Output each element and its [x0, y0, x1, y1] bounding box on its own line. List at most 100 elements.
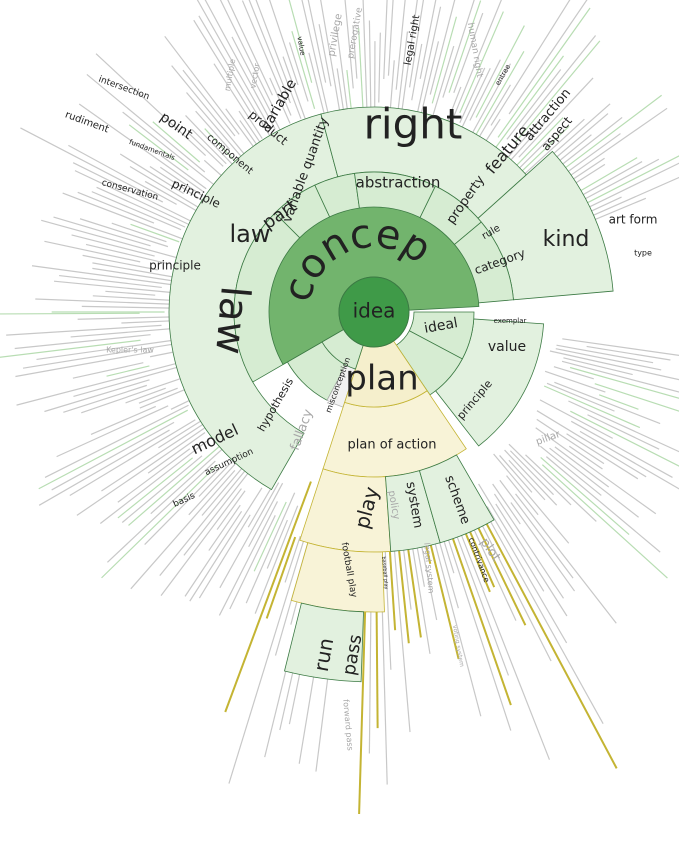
leaf-ray: [78, 103, 205, 193]
leaf-ray: [477, 526, 527, 626]
leaf-ray: [41, 219, 197, 264]
leaf-ray: [117, 448, 191, 503]
ring4-system[interactable]: [385, 470, 441, 552]
leaf-ray: [346, 70, 353, 114]
ring3-rudiment-label: rudiment: [63, 109, 110, 135]
leaf-ray: [458, 67, 491, 134]
ring2-abstraction-label: abstraction: [356, 174, 441, 192]
leaf-ray: [587, 414, 660, 450]
leaf-ray: [514, 40, 601, 143]
ring3-right-label: right: [364, 100, 463, 149]
leaf-ray: [193, 19, 252, 113]
root-label: idea: [353, 299, 396, 323]
leaf-ray: [159, 166, 204, 197]
leaf-ray: [99, 425, 228, 524]
leaf-ray: [570, 410, 679, 467]
leaf-ray: [95, 53, 207, 156]
ring3-kind-label: kind: [543, 227, 590, 252]
leaf-ray: [254, 505, 299, 614]
leaf-ray: [255, 0, 302, 119]
leaf-ray: [540, 456, 630, 536]
leaf-ray: [543, 385, 641, 429]
leaf-ray: [51, 421, 175, 491]
leaf-ray: [152, 121, 201, 163]
ring3-law-label: law: [229, 220, 270, 248]
ring3-fundamentals-label: fundamentals: [128, 138, 176, 162]
ring3-exemplar-label: exemplar: [494, 317, 527, 325]
leaf-ray: [495, 503, 568, 617]
ring3-vector-label: vector: [248, 62, 261, 89]
leaf-ray: [562, 338, 679, 357]
leaf-ray: [160, 154, 207, 190]
leaf-ray: [344, 0, 354, 89]
leaf-ray: [71, 234, 155, 257]
leaf-ray: [541, 464, 668, 579]
leaf-ray: [227, 0, 273, 96]
leaf-ray: [219, 0, 275, 109]
leaf-ray: [129, 166, 209, 214]
ring3-keplers-law-label: Kepler's law: [106, 346, 154, 355]
ring3-point-label: point: [157, 109, 196, 143]
leaf-ray: [6, 324, 162, 336]
leaf-ray: [486, 506, 568, 644]
leaf-ray: [449, 0, 502, 127]
leaf-ray: [406, 541, 422, 638]
leaf-ray: [22, 343, 176, 369]
leaf-ray: [191, 129, 227, 165]
ring3-art-form-label: art form: [609, 213, 658, 227]
leaf-ray: [56, 405, 169, 458]
leaf-ray: [91, 191, 182, 231]
ring4-scheme[interactable]: [418, 454, 495, 544]
leaf-ray: [68, 144, 177, 205]
ring3-legal-system-label: legal system: [422, 542, 435, 594]
ring4-forward-pass-label: forward pass: [341, 699, 354, 751]
leaf-ray: [588, 176, 679, 218]
leaf-ray: [559, 107, 668, 184]
leaf-ray: [399, 0, 418, 125]
leaf-ray: [477, 507, 618, 769]
leaf-ray: [556, 344, 654, 364]
leaf-ray: [185, 115, 241, 173]
leaf-ray: [352, 25, 358, 79]
leaf-ray: [130, 469, 236, 590]
ring5-football-play[interactable]: [290, 542, 385, 613]
ring6-run-pass[interactable]: [284, 602, 364, 683]
ring2-ideal-label: ideal: [423, 315, 459, 337]
ring3-basis-label: basis: [172, 491, 197, 510]
leaf-ray: [508, 443, 572, 506]
leaf-ray: [79, 218, 169, 248]
leaf-ray: [164, 35, 240, 135]
root-idea-node[interactable]: [338, 276, 410, 348]
leaf-ray: [571, 155, 679, 212]
leaf-ray: [429, 0, 456, 95]
leaf-ray: [569, 366, 679, 399]
leaf-ray: [472, 489, 604, 724]
leaf-rays: [0, 0, 679, 815]
leaf-ray: [536, 410, 647, 478]
leaf-ray: [490, 0, 571, 126]
leaf-ray: [555, 348, 662, 371]
leaf-ray: [549, 447, 639, 518]
leaf-ray: [561, 360, 679, 393]
leaf-ray: [253, 501, 287, 572]
ring4-baseball-play-label: baseball play: [380, 556, 389, 590]
leaf-ray: [128, 124, 189, 171]
leaf-ray: [459, 67, 486, 124]
ring2-plan-of-action-label: plan of action: [348, 438, 437, 453]
leaf-ray: [411, 43, 423, 101]
leaf-ray: [15, 351, 152, 378]
leaf-ray: [291, 30, 316, 110]
leaf-ray: [442, 0, 475, 98]
ring3-principle-label: principle: [149, 259, 201, 273]
leaf-ray: [213, 63, 263, 139]
leaf-ray: [229, 515, 276, 610]
leaf-ray: [459, 11, 504, 114]
leaf-ray: [73, 364, 187, 398]
leaf-ray: [92, 295, 170, 301]
leaf-ray: [553, 366, 594, 380]
leaf-ray: [598, 394, 639, 410]
leaf-ray: [44, 379, 150, 413]
ring2-law-label: law: [206, 284, 258, 356]
leaf-ray: [388, 546, 397, 631]
leaf-ray: [478, 483, 545, 592]
